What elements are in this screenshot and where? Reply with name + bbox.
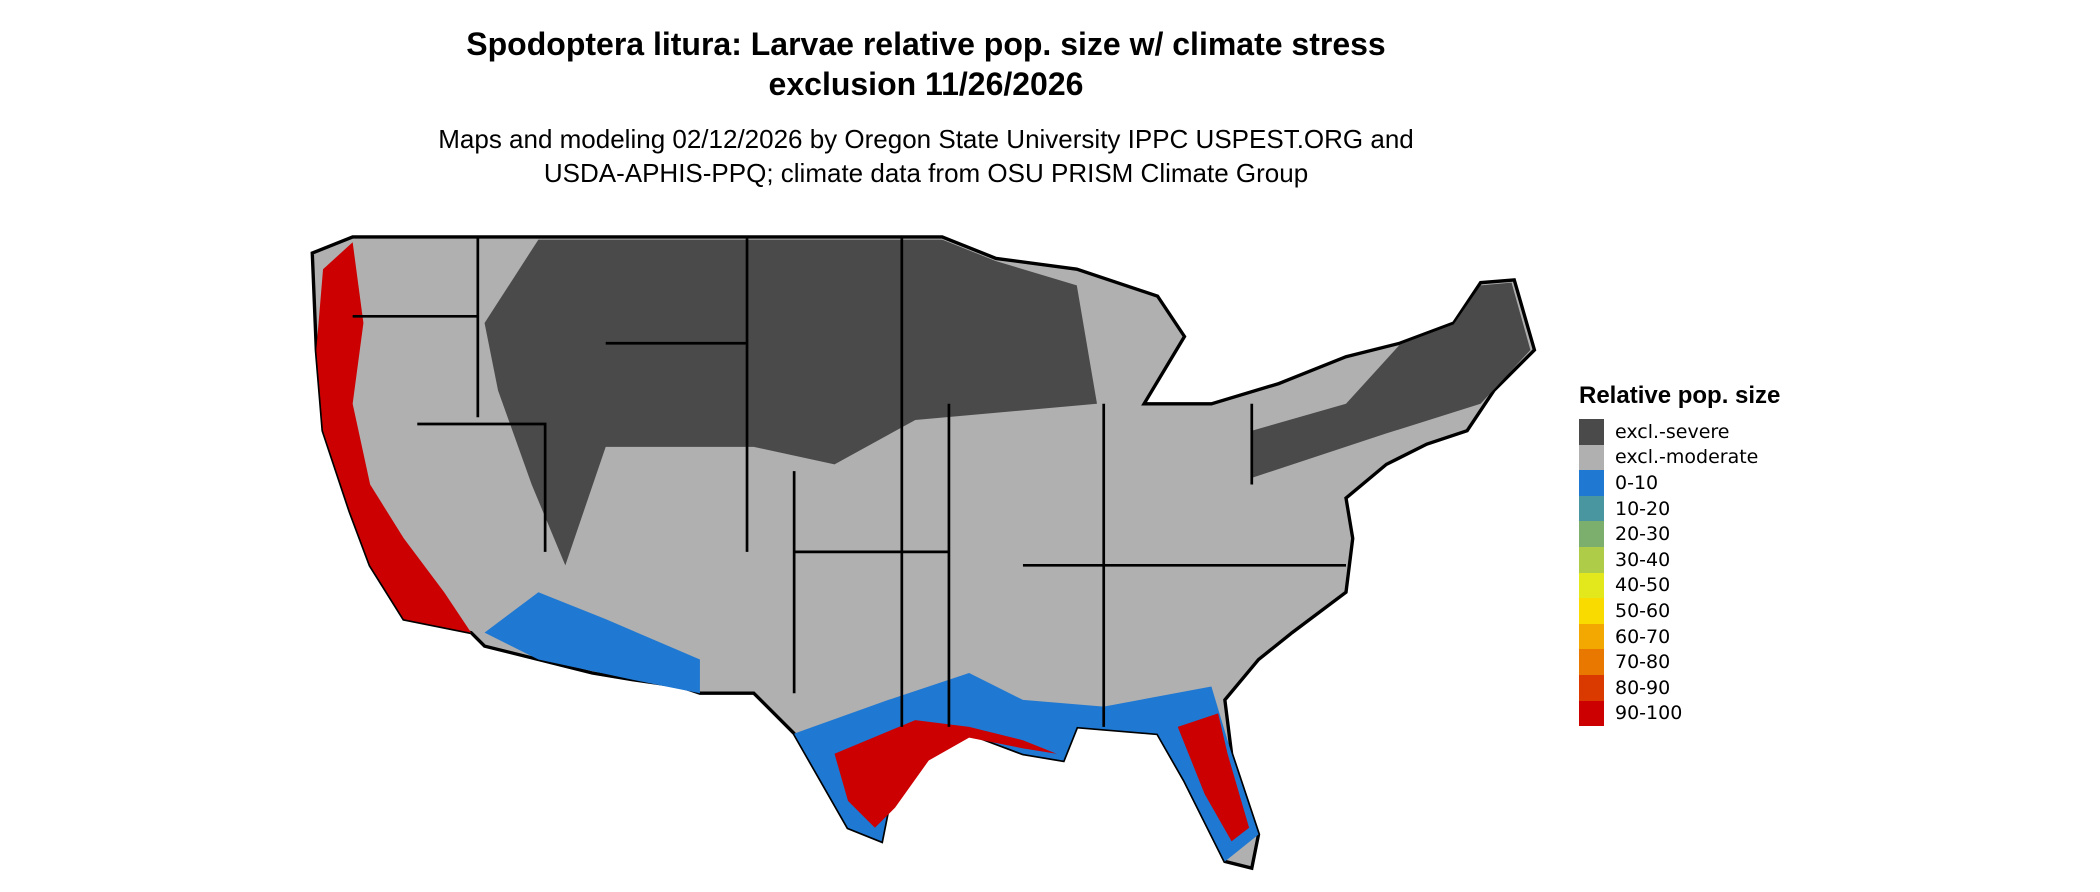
legend-label: 20-30 <box>1615 523 1671 546</box>
legend-swatch <box>1579 674 1604 701</box>
legend-label: 40-50 <box>1615 574 1671 597</box>
legend-swatch <box>1579 572 1604 599</box>
legend-item: 0-10 <box>1579 470 1758 496</box>
region-gulf-blue <box>794 673 1259 862</box>
legend-item: 50-60 <box>1579 598 1758 624</box>
legend-swatch <box>1579 598 1604 624</box>
legend-label: 30-40 <box>1615 548 1671 571</box>
region-florida <box>1177 713 1250 842</box>
state-borders <box>352 236 1346 727</box>
legend-swatch <box>1579 444 1604 471</box>
legend-swatch <box>1579 521 1604 547</box>
map-title: Spodoptera litura: Larvae relative pop. … <box>466 26 1386 102</box>
legend-swatch <box>1579 649 1604 675</box>
legend-item: 80-90 <box>1579 674 1758 701</box>
region-southwest <box>484 592 700 694</box>
legend-swatch <box>1579 419 1604 445</box>
map-subtitle: Maps and modeling 02/12/2026 by Oregon S… <box>438 124 1414 188</box>
legend-item: 10-20 <box>1579 495 1758 522</box>
legend-label: excl.-moderate <box>1615 446 1759 469</box>
legend-label: 90-100 <box>1615 702 1683 725</box>
legend-label: 0-10 <box>1615 471 1659 494</box>
legend-item: 30-40 <box>1579 546 1758 573</box>
legend-item: 20-30 <box>1579 521 1758 547</box>
legend-swatch <box>1579 470 1604 496</box>
legend-item: 60-70 <box>1579 623 1758 650</box>
legend-item: 70-80 <box>1579 649 1758 675</box>
legend-item: 90-100 <box>1579 700 1758 727</box>
legend-swatch <box>1579 546 1604 573</box>
legend: excl.-severe excl.-moderate 0-10 10-20 20-30… <box>1579 419 1759 727</box>
legend-swatch <box>1579 623 1604 650</box>
legend-swatch <box>1579 495 1604 522</box>
legend-label: 80-90 <box>1615 676 1671 699</box>
legend-label: excl.-severe <box>1615 420 1730 443</box>
map-body <box>310 235 1537 871</box>
legend-label: 70-80 <box>1615 651 1671 674</box>
legend-item: excl.-moderate <box>1579 444 1759 471</box>
legend-title: Relative pop. size <box>1579 382 1781 409</box>
region-west-coast <box>316 242 472 633</box>
legend-swatch <box>1579 700 1604 727</box>
region-severe-ne <box>1251 282 1531 478</box>
region-gulf-red <box>834 720 1057 828</box>
legend-item: 40-50 <box>1579 572 1758 599</box>
legend-label: 50-60 <box>1615 599 1671 622</box>
legend-label: 10-20 <box>1615 497 1671 520</box>
legend-item: excl.-severe <box>1579 419 1758 445</box>
legend-label: 60-70 <box>1615 625 1671 648</box>
region-severe <box>484 239 1097 566</box>
